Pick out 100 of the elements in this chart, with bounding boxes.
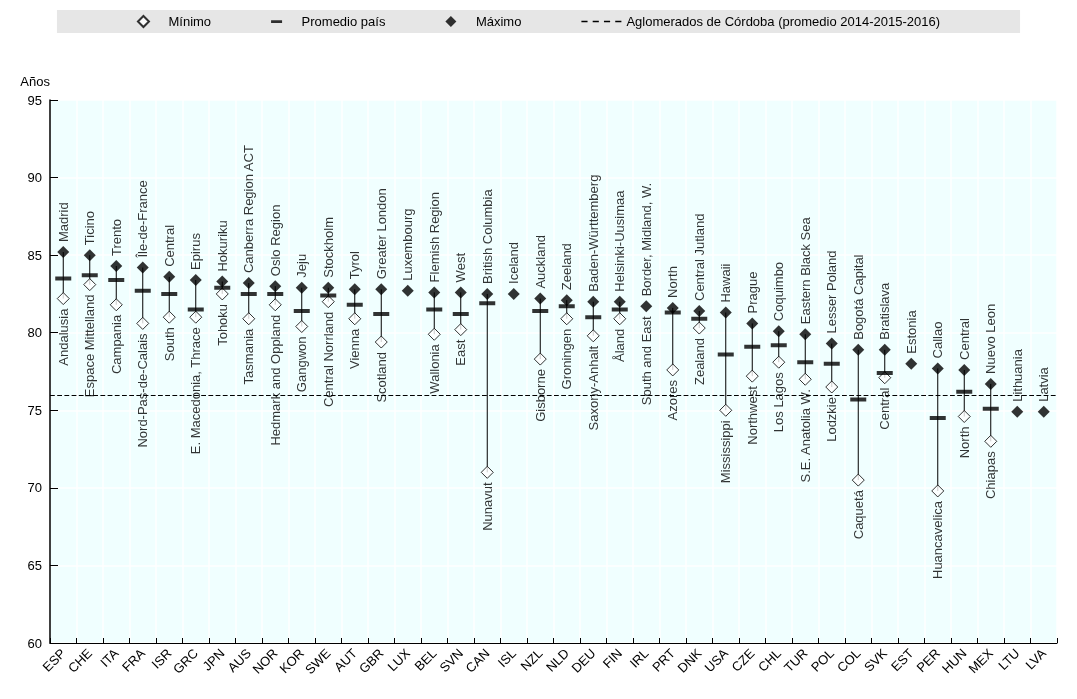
point [428,286,441,299]
point [215,287,229,301]
point [825,380,839,394]
y-tick-label: 75 [27,402,42,418]
point [1037,405,1050,418]
annotation: Lithuania [1009,348,1025,402]
point [110,260,123,272]
point [216,275,229,288]
point [454,286,467,299]
annotation: Île-de-France [135,180,151,259]
point [957,409,971,423]
point [692,321,706,335]
annotation: Jeju [294,253,310,278]
annotation: Wallonia [426,343,442,394]
point [533,352,547,366]
point [109,298,123,312]
annotation: East [453,339,469,366]
annotation: Åland [612,328,628,362]
annotation: Hawaii [718,263,734,303]
annotation: Espace Mittelland [82,294,98,398]
point [136,316,150,330]
annotation: Andalusia [55,307,71,366]
annotation: Hedmark and Oppland [267,314,283,446]
x-tick-label: ISL [494,645,520,671]
legend-label: Aglomerados de Córdoba (promedio 2014-2015-2016) [626,14,941,29]
point [56,292,70,306]
annotation: Greater London [373,188,389,280]
point [905,357,918,370]
annotation: Prague [744,271,760,314]
point [507,287,520,300]
point [931,362,944,375]
point [798,372,812,386]
legend-label: Máximo [475,14,522,29]
point [746,317,759,330]
point [374,335,388,349]
point [163,270,176,283]
y-axis-title: Años [20,74,51,89]
x-tick-label: FRA [119,645,149,675]
point [984,377,997,390]
legend-label: Mínimo [168,14,212,29]
annotation: Eastern Black Sea [797,216,813,325]
annotation: Tyrol [347,250,363,280]
annotation: Bratislava [877,281,893,340]
point [295,320,309,334]
x-tick-label: LVA [1022,645,1050,673]
annotation: Estonia [903,309,919,354]
annotation: Chiapas [983,450,999,500]
annotation: E. Macedonia, Thrace [188,327,204,455]
point [83,278,97,292]
annotation: Canberra Region ACT [241,145,257,274]
point [322,281,335,294]
point [852,343,865,356]
point [693,304,706,317]
point [984,434,998,448]
point [268,298,282,312]
point [321,295,335,309]
x-tick-label: ISR [148,645,175,672]
point [242,312,256,326]
point [666,301,679,314]
annotation: Mississippi [718,420,734,484]
annotation: Nord-Pas-de-Calais [135,332,151,448]
point [427,327,441,341]
annotation: Bogotá Capital [850,254,866,340]
point [481,287,494,300]
annotation: Zeeland [559,243,575,291]
point [454,323,468,337]
annotation: Tasmania [241,327,257,385]
point [587,295,600,308]
y-tick-label: 60 [27,635,42,651]
y-tick-label: 95 [27,92,42,108]
annotation: Luxembourg [400,208,416,281]
point [613,295,626,308]
annotation: Nuevo Leon [983,303,999,374]
annotation: Azores [665,379,681,421]
annotation: Hokuriku [214,220,230,272]
annotation: Coquimbo [771,261,787,322]
point [878,343,891,356]
annotation: Central [161,224,177,267]
annotation: Central [956,317,972,360]
point [745,369,759,383]
annotation: Groningen [559,328,575,390]
annotation: Saxony-Anhalt [585,345,601,431]
annotation: Epirus [188,232,204,270]
annotation: Latvia [1036,366,1052,402]
legend-label: Promedio país [301,14,386,29]
annotation: Vienna [347,327,363,369]
point [666,363,680,377]
point [401,284,414,297]
point [851,473,865,487]
x-tick-label: LTU [995,645,1023,673]
point [348,312,362,326]
point [560,312,574,326]
point [162,310,176,324]
annotation: Ticino [82,210,98,246]
annotation: North [956,426,972,459]
point [375,283,388,296]
annotation: Huancavelica [930,500,946,580]
y-tick-label: 90 [27,170,42,186]
annotation: Northwest [744,385,760,445]
point [269,280,282,293]
